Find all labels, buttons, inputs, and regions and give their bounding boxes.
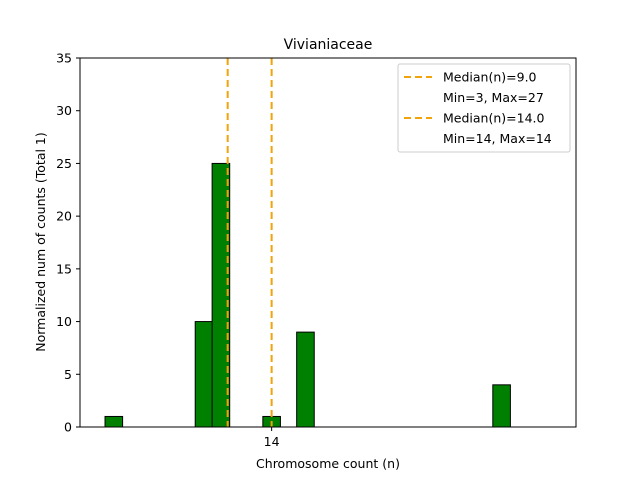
y-tick-label-25: 25 <box>56 156 72 171</box>
y-tick-label-15: 15 <box>56 261 72 276</box>
legend-median-1-label: Median(n)=9.0 <box>443 70 537 85</box>
y-tick-label-20: 20 <box>56 209 72 224</box>
y-tick-label-30: 30 <box>56 103 72 118</box>
x-axis-label: Chromosome count (n) <box>256 456 400 471</box>
bar-6 <box>492 384 511 428</box>
legend-range-2-label: Min=14, Max=14 <box>443 131 552 146</box>
median-lines-layer <box>226 58 273 427</box>
y-tick-label-0: 0 <box>64 420 72 435</box>
legend-range-1-label: Min=3, Max=27 <box>443 90 544 105</box>
chart-title: Vivianiaceae <box>284 37 373 53</box>
bar-5 <box>296 331 315 428</box>
y-tick-label-35: 35 <box>56 51 72 66</box>
legend-frame <box>397 63 571 153</box>
x-tick-label-14: 14 <box>264 434 280 449</box>
bar-2 <box>194 321 214 428</box>
x-axis: 14 <box>264 427 280 449</box>
bars-layer <box>104 162 511 428</box>
y-tick-label-5: 5 <box>64 367 72 382</box>
y-axis-label: Normalized num of counts (Total 1) <box>33 132 48 352</box>
y-axis: 0 5 10 15 20 25 30 35 <box>56 51 80 435</box>
y-tick-label-10: 10 <box>56 314 72 329</box>
plot-frame <box>79 57 577 428</box>
bar-1 <box>104 415 124 428</box>
legend: Median(n)=9.0 Min=3, Max=27 Median(n)=14… <box>397 63 571 153</box>
legend-median-2-label: Median(n)=14.0 <box>443 111 544 126</box>
